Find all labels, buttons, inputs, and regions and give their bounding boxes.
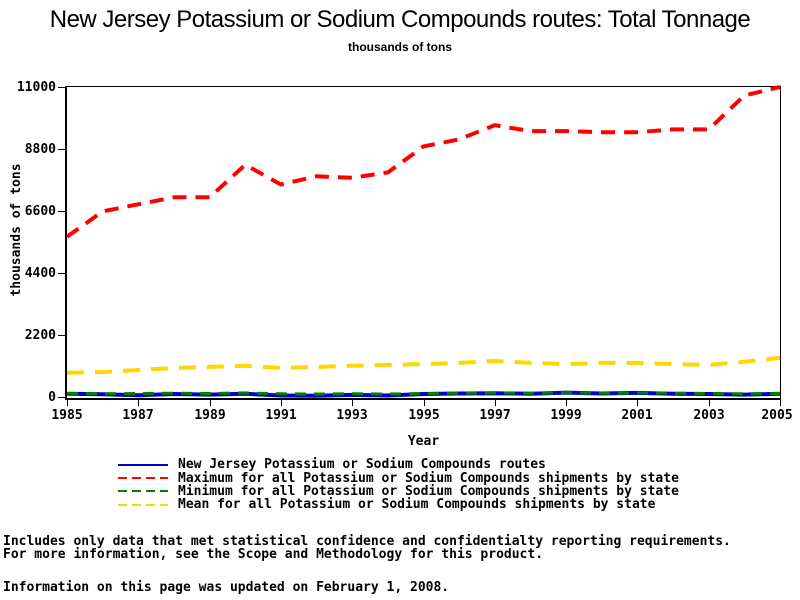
legend-row-maximum: Maximum for all Potassium or Sodium Comp…	[118, 470, 679, 486]
footnote-line-3: Information on this page was updated on …	[3, 580, 450, 595]
plot-canvas	[65, 85, 781, 398]
y-tick-2200	[58, 335, 67, 336]
legend-row-minimum: Minimum for all Potassium or Sodium Comp…	[118, 483, 679, 499]
y-tick-11000	[58, 87, 67, 88]
series-line-maximum	[65, 85, 781, 239]
x-tick-1995	[424, 399, 425, 406]
x-axis-title: Year	[407, 434, 440, 449]
x-tick-label: 1999	[550, 408, 582, 423]
x-tick-2003	[709, 399, 710, 406]
x-tick-label: 2005	[761, 408, 793, 423]
series-line-nj-routes	[66, 390, 781, 398]
x-tick-1997	[495, 399, 496, 406]
legend-swatch-minimum	[118, 490, 168, 493]
x-tick-label: 1993	[336, 408, 368, 423]
y-tick-0	[58, 397, 67, 398]
legend-swatch-maximum	[118, 477, 168, 480]
y-tick-6600	[58, 211, 67, 212]
chart-subtitle: thousands of tons	[348, 40, 452, 54]
y-tick-label: 6600	[24, 204, 56, 219]
legend-label-minimum: Minimum for all Potassium or Sodium Comp…	[178, 483, 679, 499]
x-tick-label: 1991	[265, 408, 297, 423]
x-tick-label: 1987	[122, 408, 154, 423]
footnote-line-1: Includes only data that met statistical …	[3, 534, 731, 549]
y-axis-title: thousands of tons	[9, 163, 24, 297]
x-tick-label: 1985	[51, 408, 83, 423]
x-tick-1987	[138, 399, 139, 406]
legend-row-mean: Mean for all Potassium or Sodium Compoun…	[118, 497, 679, 513]
footnote-line-2: For more information, see the Scope and …	[3, 547, 544, 562]
y-tick-label: 11000	[16, 80, 56, 95]
y-tick-label: 0	[48, 390, 56, 405]
y-tick-label: 2200	[24, 328, 56, 343]
legend-row-nj-routes: New Jersey Potassium or Sodium Compounds…	[118, 457, 679, 473]
legend-label-mean: Mean for all Potassium or Sodium Compoun…	[178, 497, 656, 513]
x-tick-label: 1995	[408, 408, 440, 423]
x-tick-2005	[780, 399, 781, 406]
legend-label-nj-routes: New Jersey Potassium or Sodium Compounds…	[178, 457, 546, 473]
legend-label-maximum: Maximum for all Potassium or Sodium Comp…	[178, 470, 679, 486]
x-tick-label: 2003	[693, 408, 725, 423]
x-tick-1999	[566, 399, 567, 406]
y-tick-label: 4400	[24, 266, 56, 281]
plot-area	[65, 85, 781, 400]
legend-swatch-mean	[118, 503, 168, 506]
y-tick-label: 8800	[24, 142, 56, 157]
page-title: New Jersey Potassium or Sodium Compounds…	[49, 6, 751, 33]
series-line-mean	[66, 355, 781, 375]
x-tick-1985	[67, 399, 68, 406]
y-tick-4400	[58, 273, 67, 274]
x-tick-1991	[281, 399, 282, 406]
y-tick-8800	[58, 149, 67, 150]
series-line-minimum	[66, 391, 781, 396]
legend-swatch-nj-routes	[118, 463, 168, 466]
x-tick-1989	[210, 399, 211, 406]
x-tick-label: 2001	[621, 408, 653, 423]
x-tick-2001	[637, 399, 638, 406]
x-tick-label: 1989	[194, 408, 226, 423]
x-tick-label: 1997	[479, 408, 511, 423]
x-tick-1993	[352, 399, 353, 406]
legend: New Jersey Potassium or Sodium Compounds…	[118, 457, 679, 513]
